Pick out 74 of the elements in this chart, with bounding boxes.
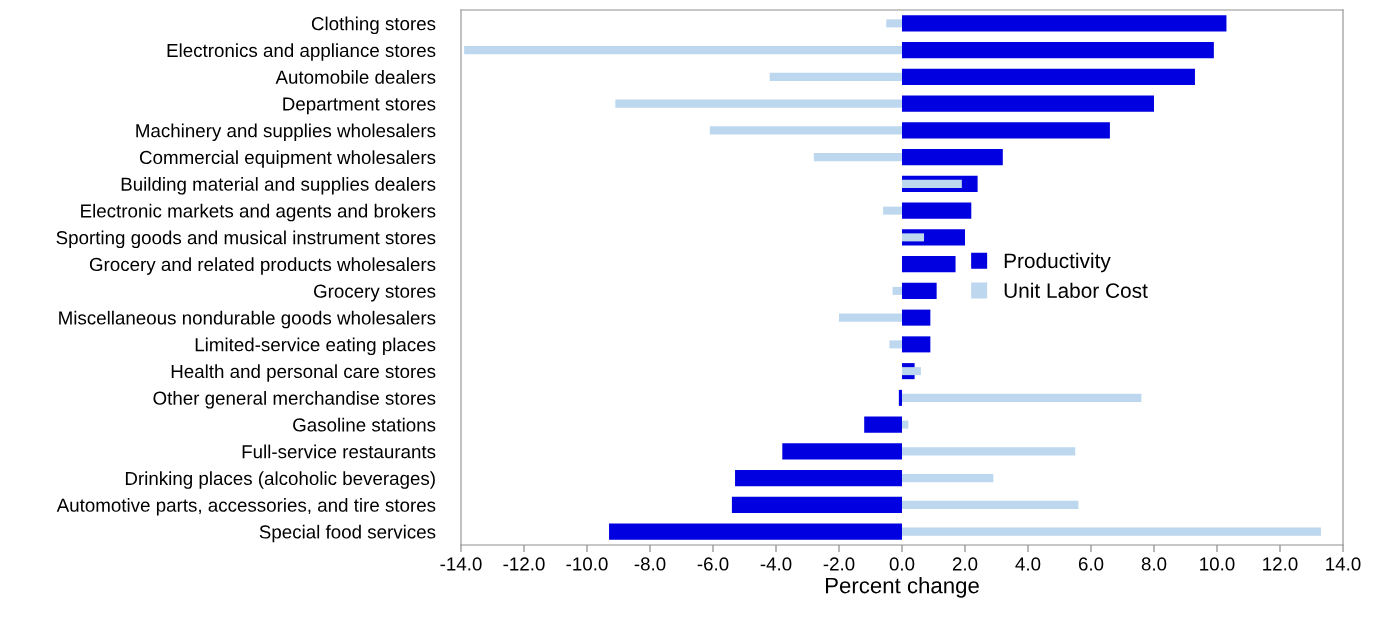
bar bbox=[902, 336, 931, 353]
legend-label: Productivity bbox=[1004, 252, 1111, 273]
bar bbox=[609, 523, 902, 540]
bar bbox=[886, 19, 902, 28]
bar bbox=[464, 46, 902, 55]
bar bbox=[902, 256, 956, 273]
bar bbox=[709, 126, 902, 135]
bar bbox=[883, 206, 902, 215]
x-tick-label: 14.0 bbox=[1326, 557, 1361, 571]
y-tick-label: Department stores bbox=[283, 97, 436, 115]
x-tick-label: -12.0 bbox=[503, 557, 545, 571]
bar bbox=[839, 313, 902, 322]
x-tick-label: -10.0 bbox=[566, 557, 608, 571]
x-tick-label: -14.0 bbox=[440, 557, 482, 571]
bar bbox=[813, 153, 902, 162]
x-tick-label: 10.0 bbox=[1200, 557, 1235, 571]
bar bbox=[902, 68, 1195, 85]
bar bbox=[864, 416, 902, 433]
bar bbox=[902, 149, 1003, 166]
bar bbox=[902, 500, 1079, 509]
bar bbox=[902, 447, 1076, 456]
y-tick-label: Other general merchandise stores bbox=[153, 391, 436, 409]
y-tick-label: Full-service restaurants bbox=[242, 444, 436, 459]
bar bbox=[902, 474, 994, 483]
y-tick-label: Miscellaneous nondurable goods wholesalers bbox=[59, 310, 436, 329]
x-tick-label: 4.0 bbox=[1015, 557, 1041, 571]
x-tick-label: 6.0 bbox=[1078, 557, 1104, 571]
y-tick-label: Grocery and related products wholesalers bbox=[89, 257, 436, 275]
bar bbox=[615, 99, 902, 108]
bar bbox=[889, 340, 902, 349]
bar bbox=[902, 179, 962, 188]
bar bbox=[731, 496, 902, 513]
bar bbox=[902, 202, 972, 219]
y-tick-label: Machinery and supplies wholesalers bbox=[136, 123, 436, 142]
y-tick-label: Drinking places (alcoholic beverages) bbox=[125, 471, 435, 489]
bar bbox=[782, 443, 902, 460]
bar bbox=[902, 367, 921, 376]
x-tick-label: -2.0 bbox=[823, 557, 855, 571]
y-tick-label: Sporting goods and musical instrument stores bbox=[56, 230, 436, 249]
x-tick-label: -8.0 bbox=[634, 557, 666, 571]
y-tick-label: Special food services bbox=[259, 524, 436, 543]
bar bbox=[735, 470, 902, 487]
x-tick-label: 8.0 bbox=[1141, 557, 1167, 571]
bar bbox=[902, 15, 1227, 32]
y-tick-label: Electronics and appliance stores bbox=[167, 43, 436, 61]
bar bbox=[892, 286, 902, 295]
bar bbox=[898, 389, 902, 406]
x-tick-label: -6.0 bbox=[697, 557, 729, 571]
y-tick-label: Automobile dealers bbox=[275, 70, 436, 84]
bar bbox=[902, 309, 931, 326]
bar bbox=[902, 233, 925, 242]
bar bbox=[902, 393, 1142, 402]
bar bbox=[902, 420, 909, 429]
bar bbox=[902, 95, 1154, 112]
y-tick-label: Commercial equipment wholesalers bbox=[139, 150, 436, 168]
y-tick-label: Building material and supplies dealers bbox=[121, 177, 436, 195]
x-tick-label: 12.0 bbox=[1263, 557, 1298, 571]
y-tick-label: Gasoline stations bbox=[293, 417, 436, 432]
y-tick-label: Grocery stores bbox=[314, 284, 436, 302]
x-tick-label: -4.0 bbox=[760, 557, 792, 571]
y-tick-label: Limited-service eating places bbox=[195, 337, 436, 356]
bar bbox=[902, 527, 1321, 536]
y-tick-label: Automotive parts, accessories, and tire stores bbox=[56, 498, 436, 516]
x-tick-label: 2.0 bbox=[952, 557, 978, 571]
bar bbox=[902, 42, 1214, 59]
x-tick-label: 0.0 bbox=[889, 557, 915, 571]
y-tick-label: Clothing stores bbox=[311, 16, 436, 35]
y-tick-label: Electronic markets and agents and brokers bbox=[81, 203, 436, 222]
legend-label: Unit Labor Cost bbox=[1004, 282, 1148, 299]
bar bbox=[902, 122, 1110, 139]
y-tick-label: Health and personal care stores bbox=[171, 364, 436, 382]
bar bbox=[769, 72, 902, 81]
x-axis-title: Percent change bbox=[826, 577, 979, 598]
bar bbox=[902, 282, 937, 299]
